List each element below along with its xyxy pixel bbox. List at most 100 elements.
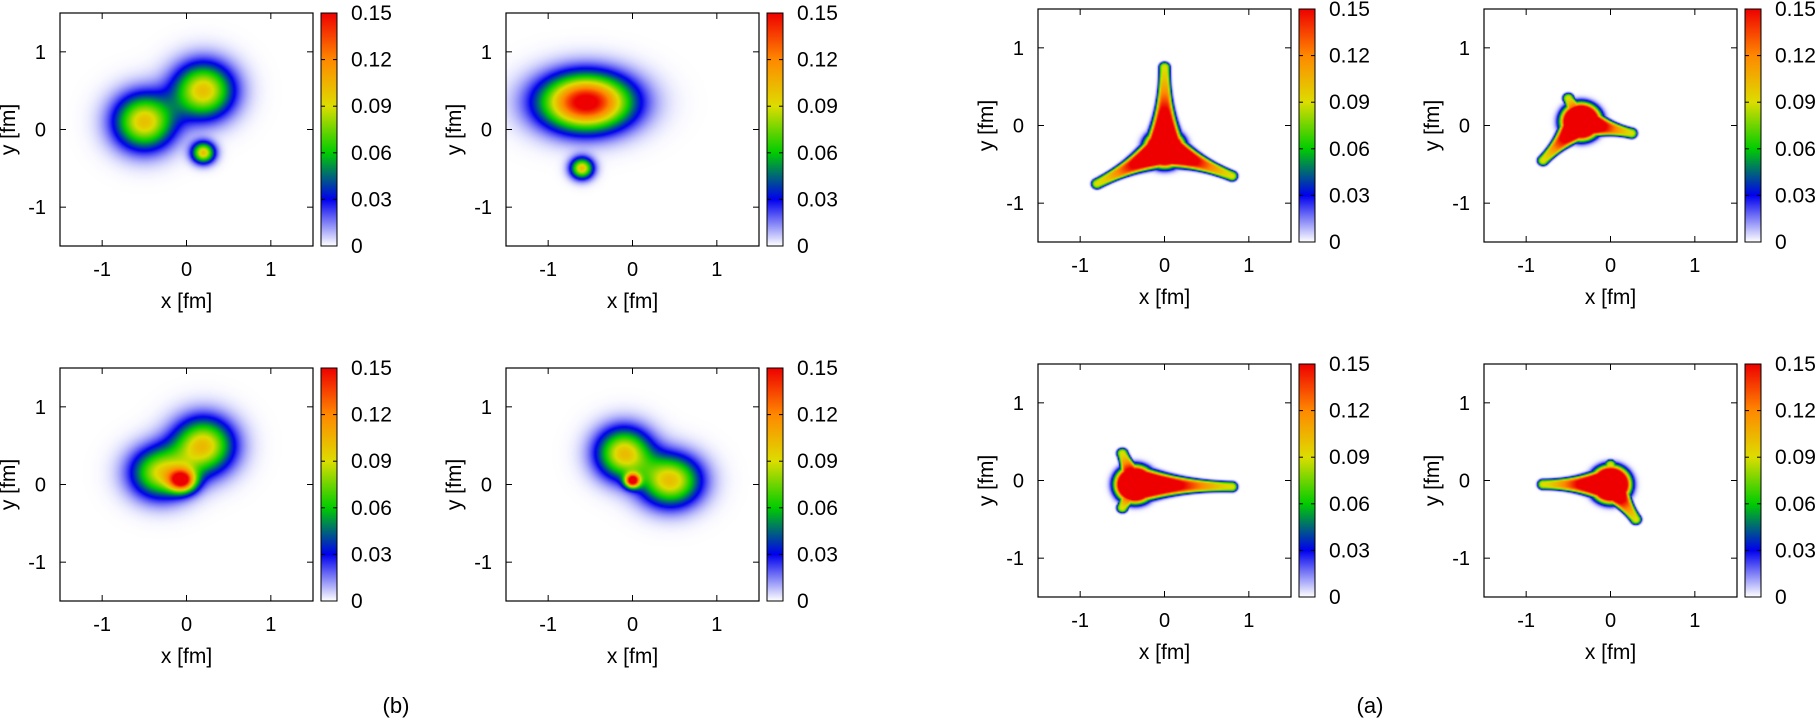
x-tick-label: 0 <box>181 614 192 636</box>
colorbar <box>1744 363 1762 598</box>
colorbar-tick-label: 0.12 <box>797 49 838 72</box>
y-axis-label: y [fm] <box>975 455 998 506</box>
x-tick-label: -1 <box>1071 255 1089 277</box>
heatmap-panel: -1 0 1 -1 0 1 x [fm] y [fm] 0 0.03 0.06 0.09 0.12 0.1… <box>0 2 392 313</box>
heatmap-panel: -1 0 1 -1 0 1 x [fm] y [fm] 0 0.03 0.06 0.09 0.12 0.1… <box>0 357 392 668</box>
colorbar-tick-label: 0.09 <box>351 450 392 473</box>
y-tick-label: 1 <box>481 397 492 419</box>
x-tick-label: 1 <box>1689 255 1700 277</box>
colorbar <box>766 12 784 247</box>
x-tick-label: -1 <box>1071 610 1089 632</box>
colorbar-tick-label: 0.06 <box>797 142 838 165</box>
x-tick-label: 0 <box>1159 255 1170 277</box>
y-tick-label: 1 <box>35 42 46 64</box>
colorbar-tick-label: 0.03 <box>1329 539 1370 562</box>
x-axis-label: x [fm] <box>607 645 658 668</box>
y-tick-label: -1 <box>1006 193 1024 215</box>
colorbar-tick-label: 0.06 <box>351 497 392 520</box>
x-axis-label: x [fm] <box>1139 641 1190 664</box>
x-tick-label: 1 <box>1689 610 1700 632</box>
colorbar-tick-label: 0.15 <box>1775 0 1816 21</box>
y-tick-label: 0 <box>1013 471 1024 493</box>
colorbar <box>320 12 338 247</box>
colorbar-tick-label: 0.03 <box>797 543 838 566</box>
y-axis-label: y [fm] <box>443 104 466 155</box>
colorbar-tick-label: 0.03 <box>797 188 838 211</box>
colorbar-tick-label: 0.06 <box>797 497 838 520</box>
heatmap-image <box>1484 364 1737 597</box>
x-tick-label: -1 <box>539 259 557 281</box>
colorbar <box>1744 8 1762 243</box>
colorbar-tick-label: 0.06 <box>351 142 392 165</box>
colorbar-tick-label: 0.12 <box>1775 400 1816 423</box>
panel-label-a: (a) <box>1357 693 1384 718</box>
colorbar-tick-label: 0.03 <box>1329 184 1370 207</box>
x-axis-label: x [fm] <box>1585 286 1636 309</box>
x-tick-label: 0 <box>1605 255 1616 277</box>
colorbar-tick-label: 0 <box>1329 231 1341 254</box>
y-axis-label: y [fm] <box>0 459 20 510</box>
colorbar-tick-label: 0.12 <box>1329 400 1370 423</box>
colorbar-tick-label: 0.03 <box>351 543 392 566</box>
x-tick-label: 1 <box>265 614 276 636</box>
colorbar-tick-label: 0.15 <box>351 2 392 25</box>
y-tick-label: 1 <box>35 397 46 419</box>
heatmap-image <box>60 13 313 246</box>
y-tick-label: 1 <box>481 42 492 64</box>
x-axis-label: x [fm] <box>607 290 658 313</box>
x-tick-label: 0 <box>627 614 638 636</box>
y-tick-label: -1 <box>474 197 492 219</box>
colorbar-tick-label: 0.12 <box>351 49 392 72</box>
x-tick-label: 1 <box>711 259 722 281</box>
heatmap-panel: -1 0 1 -1 0 1 x [fm] y [fm] 0 0.03 0.06 0.09 0.12 0.1… <box>443 357 838 668</box>
panel-label-b: (b) <box>383 693 410 718</box>
colorbar-tick-label: 0.15 <box>1775 353 1816 376</box>
colorbar-tick-label: 0.03 <box>351 188 392 211</box>
colorbar <box>320 367 338 602</box>
heatmap-image <box>60 368 313 601</box>
y-tick-label: 0 <box>1459 116 1470 138</box>
x-tick-label: -1 <box>1517 610 1535 632</box>
heatmap-image <box>1038 364 1291 597</box>
y-tick-label: -1 <box>1452 548 1470 570</box>
y-axis-label: y [fm] <box>1421 455 1444 506</box>
heatmap-panel: -1 0 1 -1 0 1 x [fm] y [fm] 0 0.03 0.06 0.09 0.12 0.1… <box>443 2 838 313</box>
y-tick-label: 0 <box>1459 471 1470 493</box>
y-axis-label: y [fm] <box>443 459 466 510</box>
x-tick-label: -1 <box>93 259 111 281</box>
y-tick-label: 0 <box>481 120 492 142</box>
y-tick-label: 0 <box>35 120 46 142</box>
y-tick-label: 0 <box>1013 116 1024 138</box>
colorbar-tick-label: 0.09 <box>797 450 838 473</box>
heatmap-panel: -1 0 1 -1 0 1 x [fm] y [fm] 0 0.03 0.06 0.09 0.12 0.1… <box>1421 0 1816 309</box>
colorbar-tick-label: 0.12 <box>351 404 392 427</box>
colorbar-tick-label: 0 <box>1329 586 1341 609</box>
y-tick-label: 1 <box>1013 38 1024 60</box>
colorbar-tick-label: 0.06 <box>1329 138 1370 161</box>
colorbar-tick-label: 0.09 <box>797 95 838 118</box>
y-tick-label: 1 <box>1013 393 1024 415</box>
colorbar-tick-label: 0 <box>351 235 363 258</box>
colorbar-tick-label: 0.15 <box>1329 353 1370 376</box>
x-tick-label: 1 <box>1243 610 1254 632</box>
x-tick-label: 0 <box>181 259 192 281</box>
y-axis-label: y [fm] <box>0 104 20 155</box>
y-tick-label: -1 <box>28 552 46 574</box>
colorbar-tick-label: 0 <box>797 590 809 613</box>
colorbar-tick-label: 0.15 <box>1329 0 1370 21</box>
x-tick-label: 0 <box>1159 610 1170 632</box>
colorbar-tick-label: 0.06 <box>1775 138 1816 161</box>
y-tick-label: -1 <box>1006 548 1024 570</box>
x-axis-label: x [fm] <box>1585 641 1636 664</box>
colorbar-tick-label: 0.12 <box>797 404 838 427</box>
colorbar-tick-label: 0.12 <box>1329 45 1370 68</box>
y-tick-label: 0 <box>35 475 46 497</box>
heatmap-panel: -1 0 1 -1 0 1 x [fm] y [fm] 0 0.03 0.06 0.09 0.12 0.1… <box>975 0 1370 309</box>
heatmap-image <box>506 13 759 246</box>
colorbar-tick-label: 0.15 <box>797 357 838 380</box>
heatmap-image <box>1038 9 1291 242</box>
heatmap-image <box>506 368 759 601</box>
colorbar-tick-label: 0.06 <box>1329 493 1370 516</box>
